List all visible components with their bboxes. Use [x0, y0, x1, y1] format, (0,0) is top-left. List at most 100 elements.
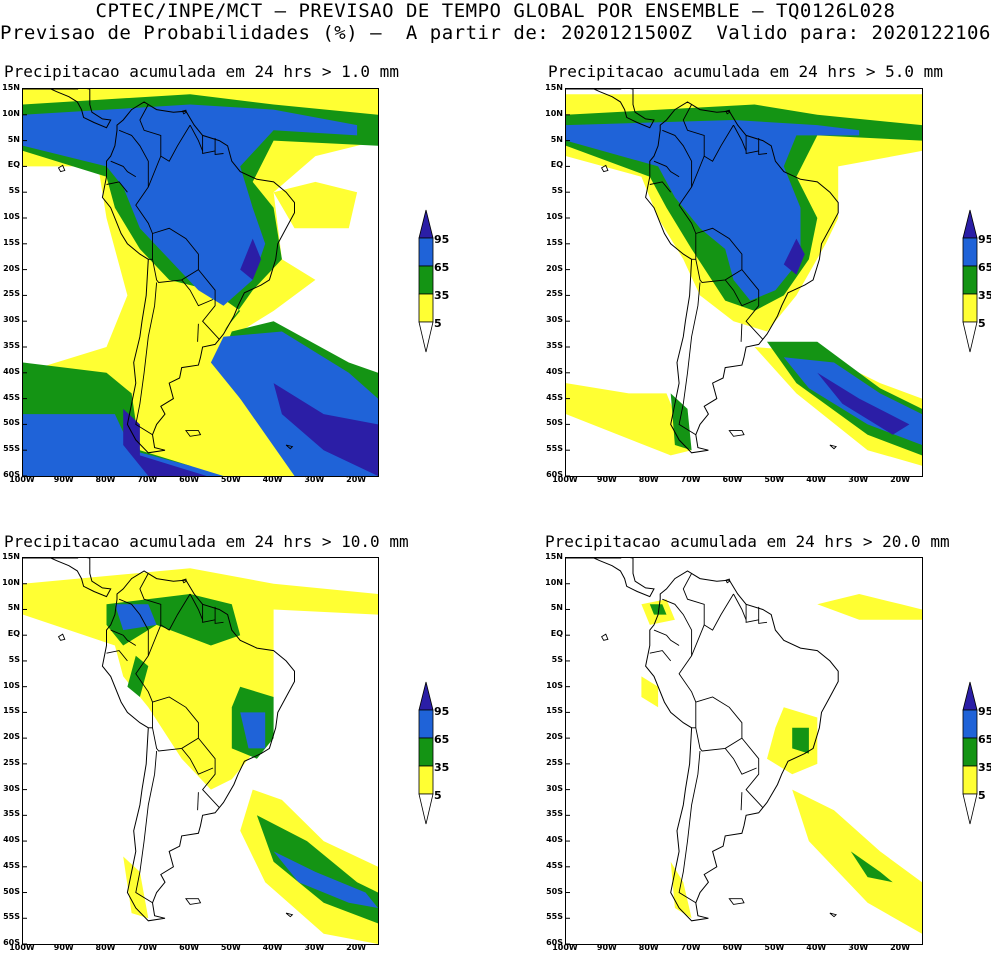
- probability-area-yellow: [123, 856, 165, 924]
- south-america-coastline: [101, 101, 295, 454]
- country-border: [214, 606, 224, 624]
- probability-area-dark_blue: [273, 383, 378, 476]
- lat-tick-label: 45S: [546, 392, 563, 402]
- legend-level-label: 65: [978, 261, 991, 274]
- country-border: [110, 629, 137, 646]
- country-border: [152, 233, 199, 283]
- lat-tick-label: EQ: [550, 629, 563, 639]
- country-border: [189, 124, 204, 152]
- lat-tick-label: 15S: [3, 237, 20, 247]
- lon-tick-label: 20W: [346, 943, 367, 952]
- island-outline: [728, 898, 745, 905]
- country-border: [733, 593, 747, 620]
- country-border: [649, 650, 672, 662]
- lat-tick-label: 45S: [3, 860, 20, 870]
- panel-1-title: Precipitacao acumulada em 24 hrs > 1.0 m…: [4, 62, 399, 81]
- country-border: [214, 138, 224, 156]
- country-border: [110, 160, 137, 178]
- lon-tick-label: 90W: [596, 475, 617, 484]
- legend-level-label: 5: [434, 789, 442, 802]
- panel-4-map: [565, 557, 923, 945]
- country-border: [118, 598, 149, 656]
- country-border: [139, 104, 162, 157]
- lon-tick-label: 60W: [722, 475, 743, 484]
- island-outline: [728, 430, 745, 437]
- probability-area-green: [792, 727, 809, 754]
- lon-tick-label: 100W: [9, 943, 35, 952]
- header-line-2: Previsao de Probabilidades (%) – A parti…: [0, 22, 991, 44]
- lat-tick-label: 10N: [2, 577, 20, 587]
- country-border: [682, 573, 705, 625]
- legend-level-label: 65: [978, 733, 991, 746]
- country-border: [197, 792, 199, 811]
- lat-tick-label: EQ: [550, 160, 563, 170]
- lat-tick-label: EQ: [7, 629, 20, 639]
- lat-tick-label: 5N: [7, 603, 20, 613]
- probability-area-green: [670, 393, 692, 451]
- lat-tick-label: 5N: [550, 134, 563, 144]
- country-border: [181, 748, 214, 775]
- country-border: [740, 792, 743, 811]
- lon-tick-label: 80W: [95, 475, 116, 484]
- legend-swatch-yellow: [418, 765, 434, 795]
- lon-tick-label: 20W: [890, 943, 911, 952]
- probability-area-dark_blue: [240, 238, 262, 280]
- lat-tick-label: 20S: [546, 263, 563, 273]
- lon-tick-label: 50W: [220, 943, 241, 952]
- lat-tick-label: 5N: [550, 603, 563, 613]
- legend-level-label: 95: [434, 705, 450, 718]
- country-border: [724, 279, 757, 307]
- probability-area-blue: [273, 851, 378, 908]
- island-outline: [185, 898, 202, 905]
- lat-tick-label: 50S: [3, 886, 20, 896]
- country-border: [189, 593, 204, 620]
- legend-level-label: 35: [434, 761, 450, 774]
- lon-tick-label: 60W: [722, 943, 743, 952]
- country-border: [745, 135, 759, 155]
- lat-tick-label: 30S: [3, 783, 20, 793]
- lon-tick-label: 100W: [9, 475, 35, 484]
- country-border: [135, 282, 158, 436]
- island-outline: [829, 912, 837, 918]
- legend-swatch-dark-blue: [962, 209, 978, 239]
- country-border: [758, 606, 768, 624]
- lon-tick-label: 40W: [806, 475, 827, 484]
- lat-tick-label: 25S: [3, 289, 20, 299]
- legend-swatch-yellow: [418, 293, 434, 323]
- lat-tick-label: 20S: [3, 732, 20, 742]
- lat-tick-label: 10S: [546, 212, 563, 221]
- lat-tick-label: 60S: [3, 938, 20, 947]
- country-border: [135, 124, 220, 340]
- country-border: [202, 135, 216, 155]
- probability-area-blue: [566, 120, 860, 301]
- island-outline: [181, 578, 187, 584]
- lon-tick-label: 70W: [680, 475, 701, 484]
- lat-tick-label: 50S: [546, 886, 563, 896]
- island-outline: [600, 164, 609, 173]
- lat-tick-label: 10N: [545, 108, 563, 118]
- country-border: [662, 129, 693, 187]
- panel-1-map: [22, 88, 379, 477]
- island-outline: [185, 430, 202, 437]
- probability-area-blue: [114, 604, 157, 631]
- panel-2-legend: 95 65 35 5: [962, 208, 991, 354]
- lat-tick-label: 60S: [546, 938, 563, 947]
- lat-tick-label: 40S: [546, 366, 563, 376]
- lat-tick-label: 55S: [3, 444, 20, 454]
- country-border: [758, 138, 768, 156]
- country-border: [740, 323, 743, 342]
- legend-level-label: 65: [434, 733, 450, 746]
- legend-swatch-green: [962, 265, 978, 295]
- legend-swatch-green: [418, 737, 434, 767]
- lon-tick-label: 90W: [53, 943, 74, 952]
- panel-4-legend: 95 65 35 5: [962, 680, 991, 826]
- country-border: [695, 233, 743, 283]
- lat-tick-label: 40S: [546, 835, 563, 845]
- country-border: [197, 323, 199, 342]
- country-border: [695, 702, 743, 752]
- country-border: [662, 598, 693, 656]
- lat-tick-label: 10N: [2, 108, 20, 118]
- lon-tick-label: 30W: [848, 943, 869, 952]
- island-outline: [181, 109, 187, 115]
- lat-tick-label: 60S: [3, 470, 20, 479]
